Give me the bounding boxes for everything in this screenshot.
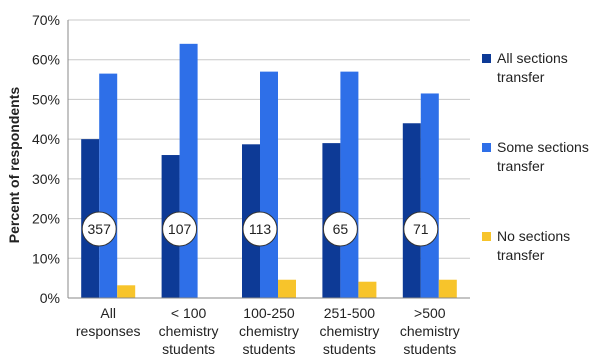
x-tick-labels: All responses < 100 chemistry students 100-25…	[76, 305, 460, 357]
x-tick-label: students	[243, 341, 296, 357]
x-tick-label: students	[323, 341, 376, 357]
bar	[438, 279, 457, 298]
x-tick-label: 251-500	[324, 305, 376, 321]
bar	[117, 285, 136, 298]
y-tick-label: 40%	[32, 131, 60, 147]
bar	[179, 43, 198, 299]
x-tick-label: chemistry	[319, 323, 379, 339]
legend-label: Some sections	[497, 139, 589, 155]
y-tick-label: 30%	[32, 171, 60, 187]
bar	[278, 279, 296, 298]
bar	[420, 93, 439, 298]
y-tick-label: 10%	[32, 250, 60, 266]
count-circle	[81, 211, 117, 247]
count-circle	[162, 211, 198, 247]
legend-label: All sections	[497, 50, 568, 66]
legend-label: transfer	[497, 158, 545, 174]
x-tick-label: >500	[414, 305, 446, 321]
legend-swatch	[482, 143, 491, 152]
legend: All sections transfer Some sections transfe…	[482, 50, 589, 263]
y-tick-label: 70%	[32, 12, 60, 28]
count-label: 113	[249, 221, 272, 237]
x-tick-label: chemistry	[239, 323, 299, 339]
legend-label: transfer	[497, 69, 545, 85]
count-circle	[242, 211, 278, 247]
y-tick-label: 0%	[40, 290, 60, 306]
legend-swatch	[482, 232, 491, 241]
x-tick-label: students	[162, 341, 215, 357]
x-tick-label: chemistry	[400, 323, 460, 339]
x-tick-label: students	[403, 341, 456, 357]
count-labels: 357 107 113 65 71	[81, 211, 439, 247]
count-circle	[403, 211, 439, 247]
x-tick-label: < 100	[171, 305, 207, 321]
count-label: 107	[168, 221, 192, 237]
y-tick-label: 60%	[32, 52, 60, 68]
x-tick-label: 100-250	[243, 305, 295, 321]
x-tick-label: chemistry	[159, 323, 219, 339]
y-tick-label: 20%	[32, 211, 60, 227]
y-tick-label: 50%	[32, 91, 60, 107]
count-label: 71	[413, 221, 429, 237]
bar	[358, 281, 377, 298]
x-tick-label: All	[100, 305, 116, 321]
bars	[81, 43, 457, 299]
count-label: 65	[333, 221, 349, 237]
legend-swatch	[482, 54, 491, 63]
bar	[260, 71, 278, 298]
bar	[99, 73, 118, 298]
count-circle	[322, 211, 358, 247]
bar	[402, 123, 421, 298]
count-label: 357	[88, 221, 112, 237]
axes: 0% 10% 20% 30% 40% 50% 60% 70%	[32, 12, 470, 306]
y-axis-label: Percent of respondents	[6, 87, 22, 244]
bar	[340, 71, 359, 298]
x-tick-label: responses	[76, 323, 141, 339]
legend-label: transfer	[497, 247, 545, 263]
legend-label: No sections	[497, 228, 570, 244]
